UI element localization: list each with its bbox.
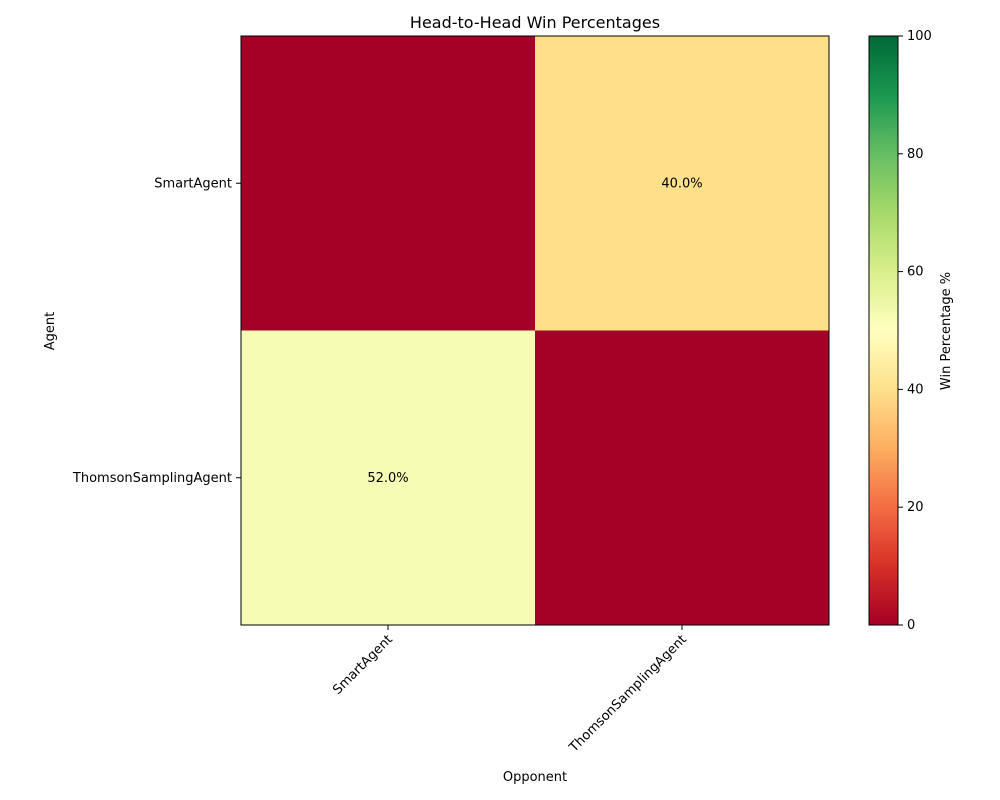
colorbar-ticks: 0 20 40 60 80 100 — [898, 29, 932, 633]
colorbar-label: Win Percentage % — [939, 272, 954, 390]
x-axis-ticks: SmartAgent ThomsonSamplingAgent — [330, 625, 690, 756]
heatmap-cell — [241, 330, 536, 626]
colorbar-tick-label: 60 — [907, 265, 924, 280]
cell-value-label: 40.0% — [661, 176, 702, 191]
y-tick-label: ThomsonSamplingAgent — [72, 471, 232, 486]
heatmap-cell — [535, 330, 830, 626]
y-axis-label: Agent — [43, 312, 58, 350]
heatmap-cells — [241, 36, 830, 626]
colorbar-tick-label: 100 — [907, 29, 932, 44]
colorbar-tick-label: 0 — [907, 618, 915, 633]
heatmap-cell-labels: 40.0% 52.0% — [367, 176, 702, 486]
colorbar-tick-label: 20 — [907, 500, 924, 515]
x-axis-label: Opponent — [503, 770, 567, 785]
heatmap-cell — [535, 36, 830, 331]
x-tick-label: ThomsonSamplingAgent — [566, 632, 690, 756]
heatmap-cell — [241, 36, 536, 331]
chart-title: Head-to-Head Win Percentages — [410, 13, 660, 32]
cell-value-label: 52.0% — [367, 471, 408, 486]
plot-frame — [240, 35, 830, 626]
y-axis-ticks: SmartAgent ThomsonSamplingAgent — [72, 176, 241, 486]
y-tick-label: SmartAgent — [154, 176, 232, 191]
colorbar-tick-label: 40 — [907, 382, 924, 397]
colorbar — [868, 35, 899, 626]
colorbar-tick-label: 80 — [907, 147, 924, 162]
x-tick-label: SmartAgent — [330, 632, 396, 698]
